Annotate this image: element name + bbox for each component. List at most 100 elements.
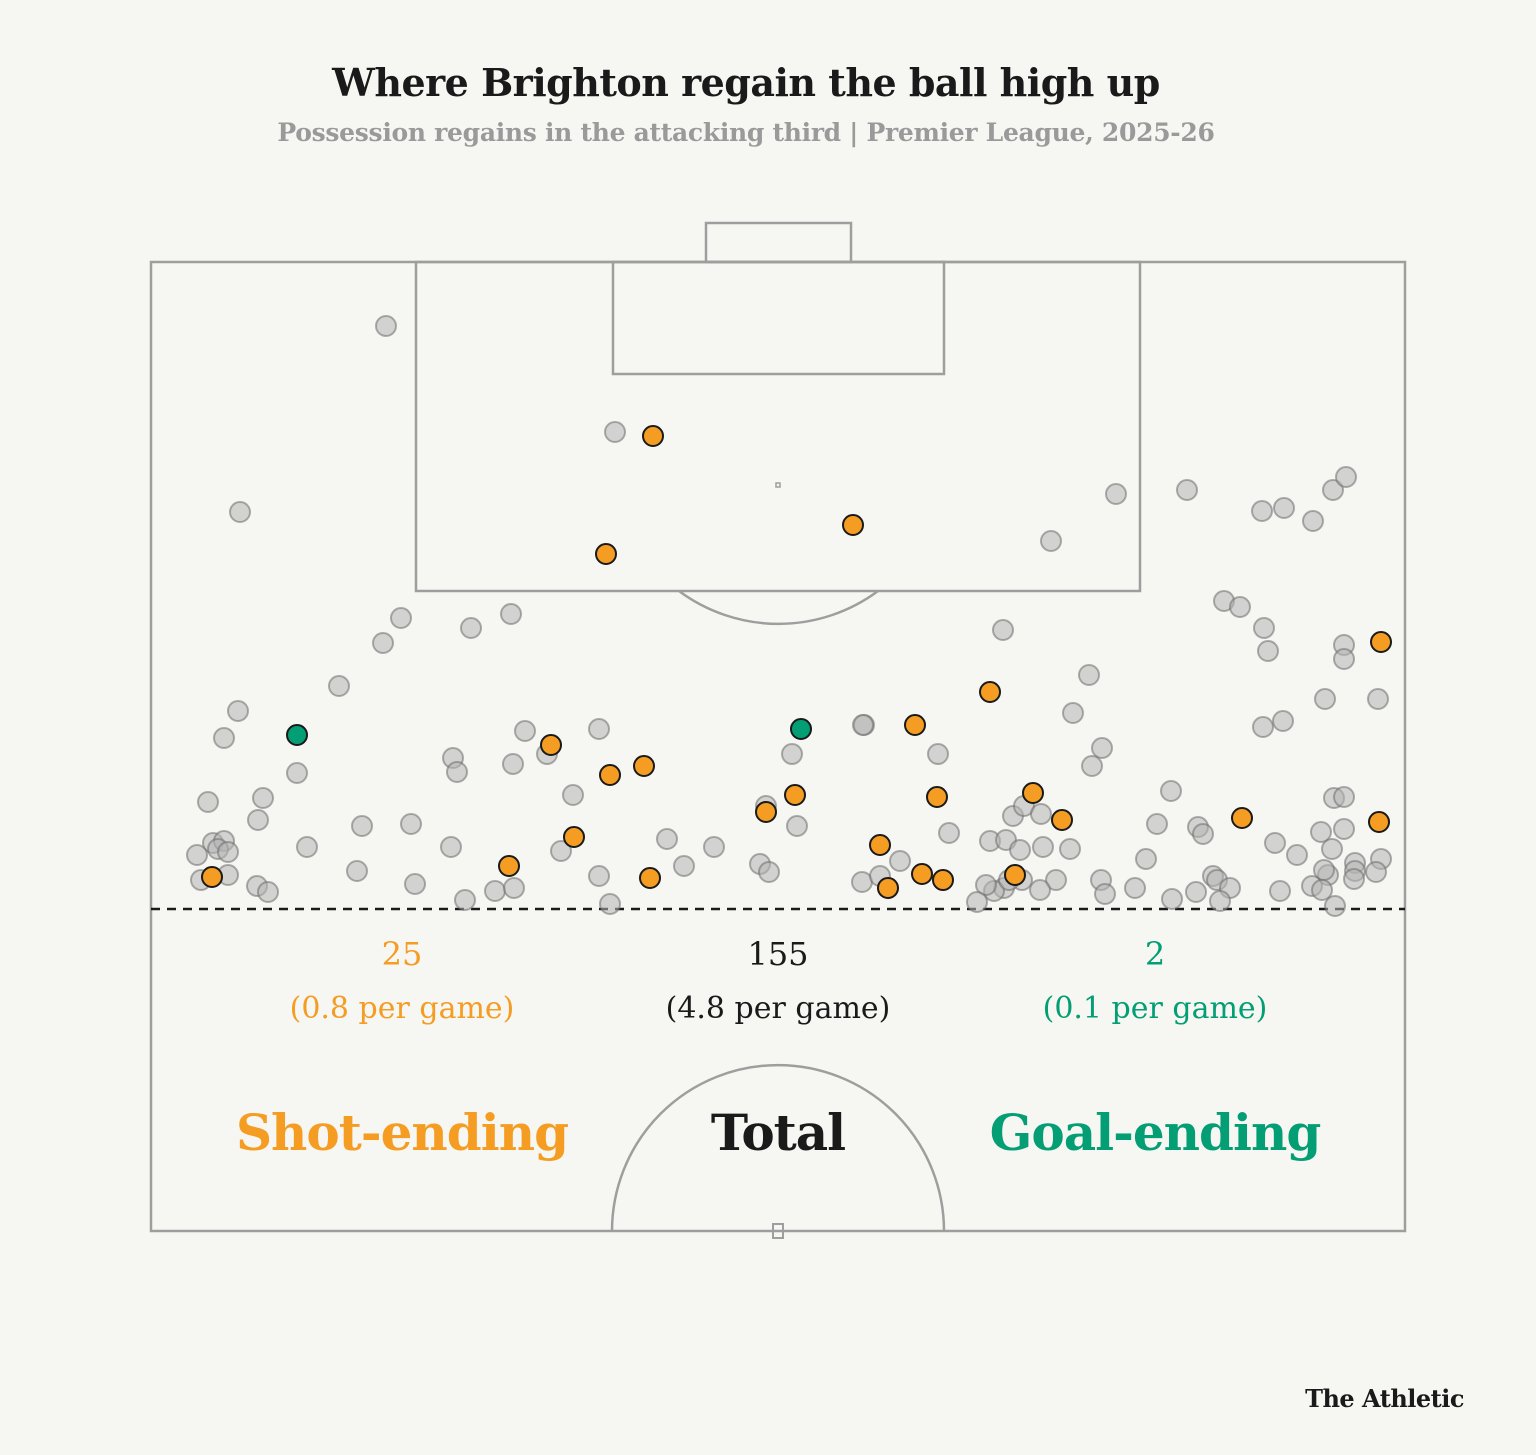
regain-dot	[503, 877, 525, 899]
shot-ending-rate: (0.8 per game)	[289, 991, 515, 1026]
shot-ending-dot	[563, 826, 585, 848]
regain-dot	[1176, 479, 1198, 501]
shot-ending-dot	[869, 834, 891, 856]
shot-ending-dot	[877, 877, 899, 899]
total-rate: (4.8 per game)	[665, 991, 891, 1026]
shot-ending-dot	[926, 786, 948, 808]
regain-dot	[786, 815, 808, 837]
regain-dot	[1185, 881, 1207, 903]
regain-dot	[1161, 888, 1183, 910]
shot-ending-dot	[1370, 631, 1392, 653]
regain-dot	[217, 841, 239, 863]
shot-ending-dot	[639, 867, 661, 889]
shot-ending-dot	[498, 855, 520, 877]
shot-ending-dot	[1231, 807, 1253, 829]
goal-ending-stat: 2 (0.1 per game)	[955, 935, 1355, 1026]
regain-dot	[1040, 530, 1062, 552]
regain-dot	[390, 607, 412, 629]
shot-ending-dot	[1004, 864, 1026, 886]
regain-dots	[186, 315, 1392, 917]
regain-dot	[296, 836, 318, 858]
regain-dot	[229, 501, 251, 523]
regain-dot	[446, 761, 468, 783]
regain-dot	[1091, 737, 1113, 759]
regain-dot	[1251, 500, 1273, 522]
regain-dot	[500, 603, 522, 625]
regain-dot	[781, 743, 803, 765]
regain-dot	[286, 762, 308, 784]
regain-dot	[656, 828, 678, 850]
regain-dot	[404, 873, 426, 895]
goal-ending-dot	[790, 718, 812, 740]
regain-dot	[252, 787, 274, 809]
regain-dot	[1135, 848, 1157, 870]
regain-dot	[1269, 880, 1291, 902]
centre-circle	[610, 1063, 946, 1232]
regain-dot	[351, 815, 373, 837]
regain-dot	[502, 753, 524, 775]
goal-ending-dot	[286, 724, 308, 746]
shot-ending-label: Shot-ending	[235, 1103, 569, 1162]
chart-title: Where Brighton regain the ball high up	[332, 60, 1160, 105]
regain-dot	[514, 720, 536, 742]
goal-ending-label: Goal-ending	[989, 1103, 1322, 1162]
regain-dot	[375, 315, 397, 337]
regain-dot	[889, 850, 911, 872]
regain-dot	[1333, 648, 1355, 670]
shot-ending-dot	[599, 764, 621, 786]
regain-dot	[975, 874, 997, 896]
regain-dot	[1032, 836, 1054, 858]
regain-dot	[1333, 786, 1355, 808]
regain-dot	[1286, 844, 1308, 866]
regain-dot	[758, 861, 780, 883]
regain-dot	[992, 619, 1014, 641]
regain-dot	[460, 617, 482, 639]
regain-dot	[599, 893, 621, 915]
regain-dot	[604, 421, 626, 443]
regain-dot	[1272, 710, 1294, 732]
regain-dot	[562, 784, 584, 806]
regain-dot	[454, 889, 476, 911]
total-label: Total	[710, 1103, 846, 1162]
regain-dot	[257, 881, 279, 903]
goal-ending-count: 2	[1144, 935, 1166, 973]
goal-ending-dots	[286, 718, 812, 746]
regain-dot	[328, 675, 350, 697]
regain-dot	[1365, 861, 1387, 883]
regain-dot	[1124, 877, 1146, 899]
total-count: 155	[747, 935, 809, 973]
regain-dot	[550, 840, 572, 862]
regain-dot	[1264, 832, 1286, 854]
penalty-area	[414, 260, 1142, 593]
shot-ending-dot	[979, 681, 1001, 703]
regain-dot	[851, 871, 873, 893]
goal-ending-rate: (0.1 per game)	[1042, 991, 1268, 1026]
goal	[704, 221, 853, 264]
regain-dot	[1229, 596, 1251, 618]
regain-dot	[1324, 895, 1346, 917]
regain-dot	[346, 860, 368, 882]
regain-dot	[966, 891, 988, 913]
regain-dot	[1209, 890, 1231, 912]
shot-ending-dot	[1368, 811, 1390, 833]
regain-dot	[1311, 879, 1333, 901]
regain-dot	[588, 718, 610, 740]
regain-dot	[1009, 839, 1031, 861]
regain-dot	[1192, 823, 1214, 845]
regain-dot	[927, 743, 949, 765]
regain-dot	[1078, 664, 1100, 686]
regain-dot	[852, 714, 874, 736]
regain-dot	[938, 822, 960, 844]
total-stat: 155 (4.8 per game)	[578, 935, 978, 1026]
shot-ending-dot	[201, 866, 223, 888]
regain-dot	[1335, 466, 1357, 488]
shot-ending-dot	[642, 425, 664, 447]
regain-dot	[1314, 688, 1336, 710]
regain-dot	[372, 632, 394, 654]
regain-dot	[1310, 821, 1332, 843]
regain-dot	[1257, 640, 1279, 662]
shot-ending-dot	[911, 863, 933, 885]
regain-dot	[1030, 803, 1052, 825]
regain-dot	[213, 727, 235, 749]
shot-ending-dot	[842, 514, 864, 536]
